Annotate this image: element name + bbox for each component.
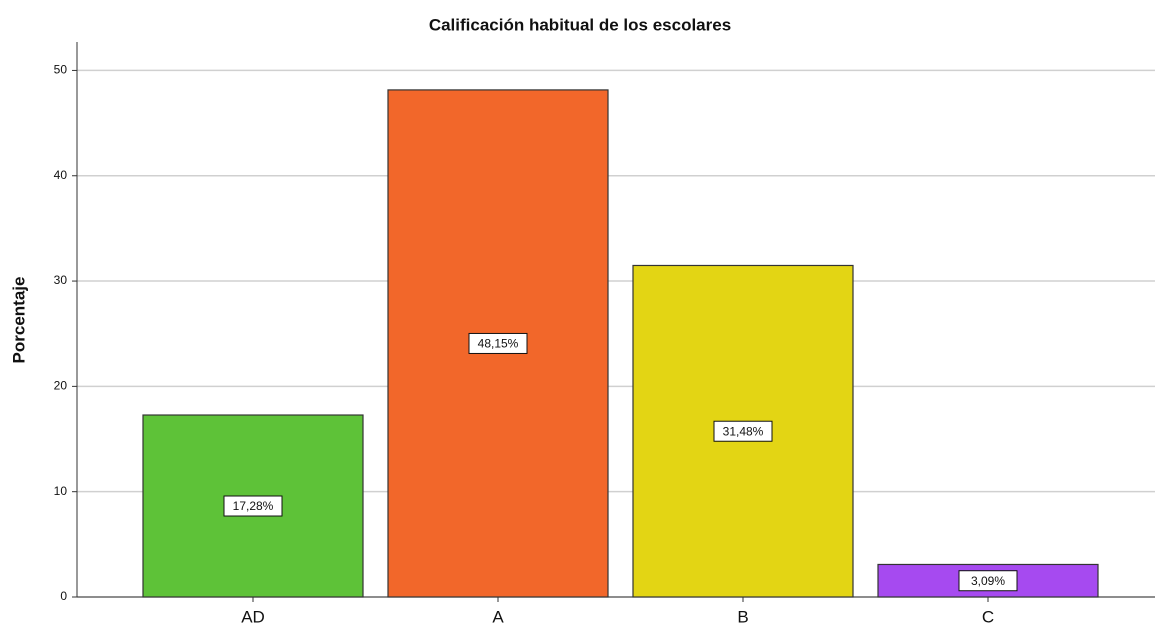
y-tick-label: 20 xyxy=(54,379,68,393)
y-tick-label: 30 xyxy=(54,273,68,287)
x-tick-label: AD xyxy=(241,607,265,626)
y-axis-label: Porcentaje xyxy=(9,277,28,364)
y-tick-label: 10 xyxy=(54,484,68,498)
x-tick-label: A xyxy=(492,607,504,626)
value-label: 17,28% xyxy=(233,499,274,513)
value-label-box xyxy=(468,332,528,354)
value-label-box xyxy=(223,495,283,517)
y-tick-label: 0 xyxy=(60,589,67,603)
x-tick-label: C xyxy=(982,607,994,626)
value-label: 3,09% xyxy=(971,574,1005,588)
value-label-box xyxy=(958,570,1018,592)
value-label: 48,15% xyxy=(478,337,519,351)
value-label-box xyxy=(713,420,773,442)
value-label: 31,48% xyxy=(723,424,764,438)
y-tick-label: 50 xyxy=(54,63,68,77)
y-tick-label: 40 xyxy=(54,168,68,182)
chart-title: Calificación habitual de los escolares xyxy=(429,15,731,34)
x-tick-label: B xyxy=(737,607,748,626)
